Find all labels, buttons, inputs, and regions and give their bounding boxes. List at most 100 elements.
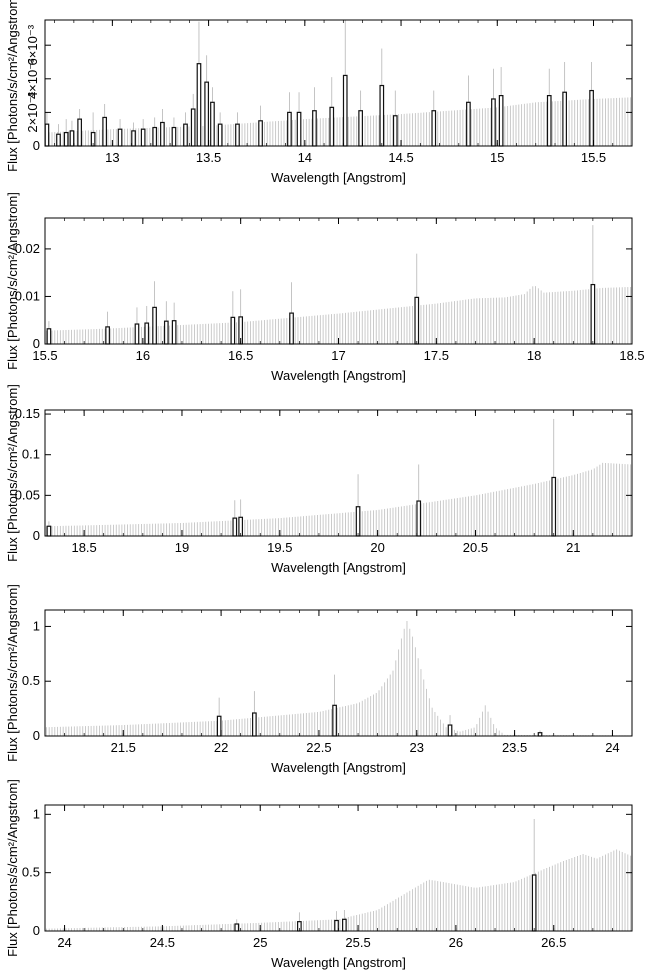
line-bar — [196, 63, 202, 147]
x-tick-label: 22.5 — [306, 740, 331, 755]
y-tick-label: 6×10⁻³ — [25, 24, 40, 65]
line-bar — [235, 123, 240, 147]
x-tick-label: 18 — [527, 348, 541, 363]
y-tick-label: 1 — [33, 618, 40, 633]
line-bar — [140, 128, 146, 147]
x-axis: 21.5 22 22.5 23 23.5 24 — [44, 610, 633, 755]
panel-2: 15.5 16 16.5 17 17.5 18 18.5 0 0.01 0.02 Wavelengt… — [5, 192, 645, 383]
line-bar — [287, 111, 292, 147]
line-bar — [416, 500, 422, 537]
emission-lines — [216, 674, 543, 737]
line-bar — [131, 130, 136, 147]
x-tick-label: 26 — [449, 935, 463, 950]
x-tick-label: 21 — [566, 540, 580, 555]
x-tick-label: 13.5 — [196, 150, 221, 165]
line-bar — [234, 923, 240, 932]
line-bar — [342, 74, 348, 147]
line-bar — [431, 110, 437, 147]
x-tick-label: 20.5 — [463, 540, 488, 555]
line-bar — [590, 283, 596, 345]
y-tick-label: 2×10⁻³ — [25, 91, 40, 132]
x-tick-label: 15 — [490, 150, 504, 165]
y-axis: 00.51 — [22, 618, 632, 743]
line-bar — [342, 918, 347, 932]
line-bar — [414, 296, 420, 345]
x-tick-label: 24 — [57, 935, 71, 950]
x-tick-label: 20 — [370, 540, 384, 555]
y-axis-label: Flux [Photons/s/cm²/Angstrom] — [5, 0, 20, 172]
line-bar — [252, 712, 257, 737]
plot-frame — [44, 19, 633, 147]
x-axis: 13 13.5 14 14.5 15 15.5 — [54, 20, 633, 165]
line-bar — [392, 115, 398, 147]
y-tick-label: 0 — [33, 336, 40, 351]
x-tick-label: 17 — [331, 348, 345, 363]
x-tick-label: 14 — [298, 150, 312, 165]
y-axis: 0 0.05 0.1 0.15 — [15, 406, 632, 543]
y-axis: 0 2×10⁻³4×10⁻³6×10⁻³ — [25, 24, 632, 153]
y-tick-label: 0.1 — [22, 447, 40, 462]
line-bar — [105, 326, 110, 345]
line-bar — [358, 110, 363, 147]
line-bar — [491, 98, 496, 147]
x-tick-label: 25 — [253, 935, 267, 950]
line-bar — [289, 312, 294, 345]
x-tick-label: 16.5 — [228, 348, 253, 363]
line-bar — [152, 306, 157, 345]
emission-lines — [44, 20, 594, 147]
x-tick-label: 17.5 — [424, 348, 449, 363]
x-axis: 18.5 19 19.5 20 20.5 21 — [44, 410, 633, 555]
line-bar — [379, 84, 385, 147]
y-axis-label: Flux [Photons/s/cm²/Angstrom] — [5, 584, 20, 762]
y-tick-label: 0 — [33, 923, 40, 938]
line-bar — [589, 89, 594, 147]
y-tick-label: 4×10⁻³ — [25, 58, 40, 99]
x-tick-label: 19.5 — [267, 540, 292, 555]
x-axis-label: Wavelength [Angstrom] — [271, 170, 406, 185]
line-bar — [546, 94, 552, 147]
x-tick-label: 22 — [214, 740, 228, 755]
x-tick-label: 23 — [410, 740, 424, 755]
line-bar — [171, 320, 177, 345]
model-bins — [45, 286, 632, 344]
x-axis: 24 24.5 25 25.5 26 26.5 — [44, 805, 633, 950]
line-bar — [152, 126, 158, 147]
panel-3: 18.5 19 19.5 20 20.5 21 0 0.05 0.1 0.15 Wavelength… — [5, 384, 633, 575]
y-tick-label: 1 — [33, 806, 40, 821]
line-bar — [183, 123, 188, 147]
y-tick-label: 0 — [33, 728, 40, 743]
line-bar — [56, 133, 61, 147]
x-tick-label: 18.5 — [619, 348, 644, 363]
line-bar — [551, 476, 557, 537]
x-tick-label: 26.5 — [541, 935, 566, 950]
line-bar — [312, 110, 317, 147]
y-tick-label: 0 — [33, 528, 40, 543]
x-tick-label: 19 — [175, 540, 189, 555]
line-bar — [232, 517, 238, 537]
line-bar — [63, 131, 69, 147]
x-tick-label: 15.5 — [581, 150, 606, 165]
line-bar — [190, 108, 196, 147]
y-tick-label: 0 — [33, 138, 40, 153]
x-axis-label: Wavelength [Angstrom] — [271, 368, 406, 383]
line-bar — [355, 506, 361, 537]
x-tick-label: 16 — [136, 348, 150, 363]
emission-lines — [46, 225, 596, 345]
line-bar — [69, 130, 75, 147]
model-bins — [45, 620, 632, 736]
line-bar — [329, 106, 335, 147]
y-tick-label: 0.15 — [15, 406, 40, 421]
line-bar — [160, 121, 165, 147]
line-bar — [44, 123, 50, 147]
y-tick-label: 0.02 — [15, 241, 40, 256]
x-tick-label: 24 — [605, 740, 619, 755]
line-bar — [46, 328, 52, 345]
y-axis-label: Flux [Photons/s/cm²/Angstrom] — [5, 192, 20, 370]
x-tick-label: 15.5 — [32, 348, 57, 363]
x-tick-label: 13 — [105, 150, 119, 165]
plot-frame — [44, 609, 633, 737]
line-bar — [46, 525, 52, 537]
model-bins — [45, 97, 632, 146]
line-bar — [531, 874, 537, 932]
